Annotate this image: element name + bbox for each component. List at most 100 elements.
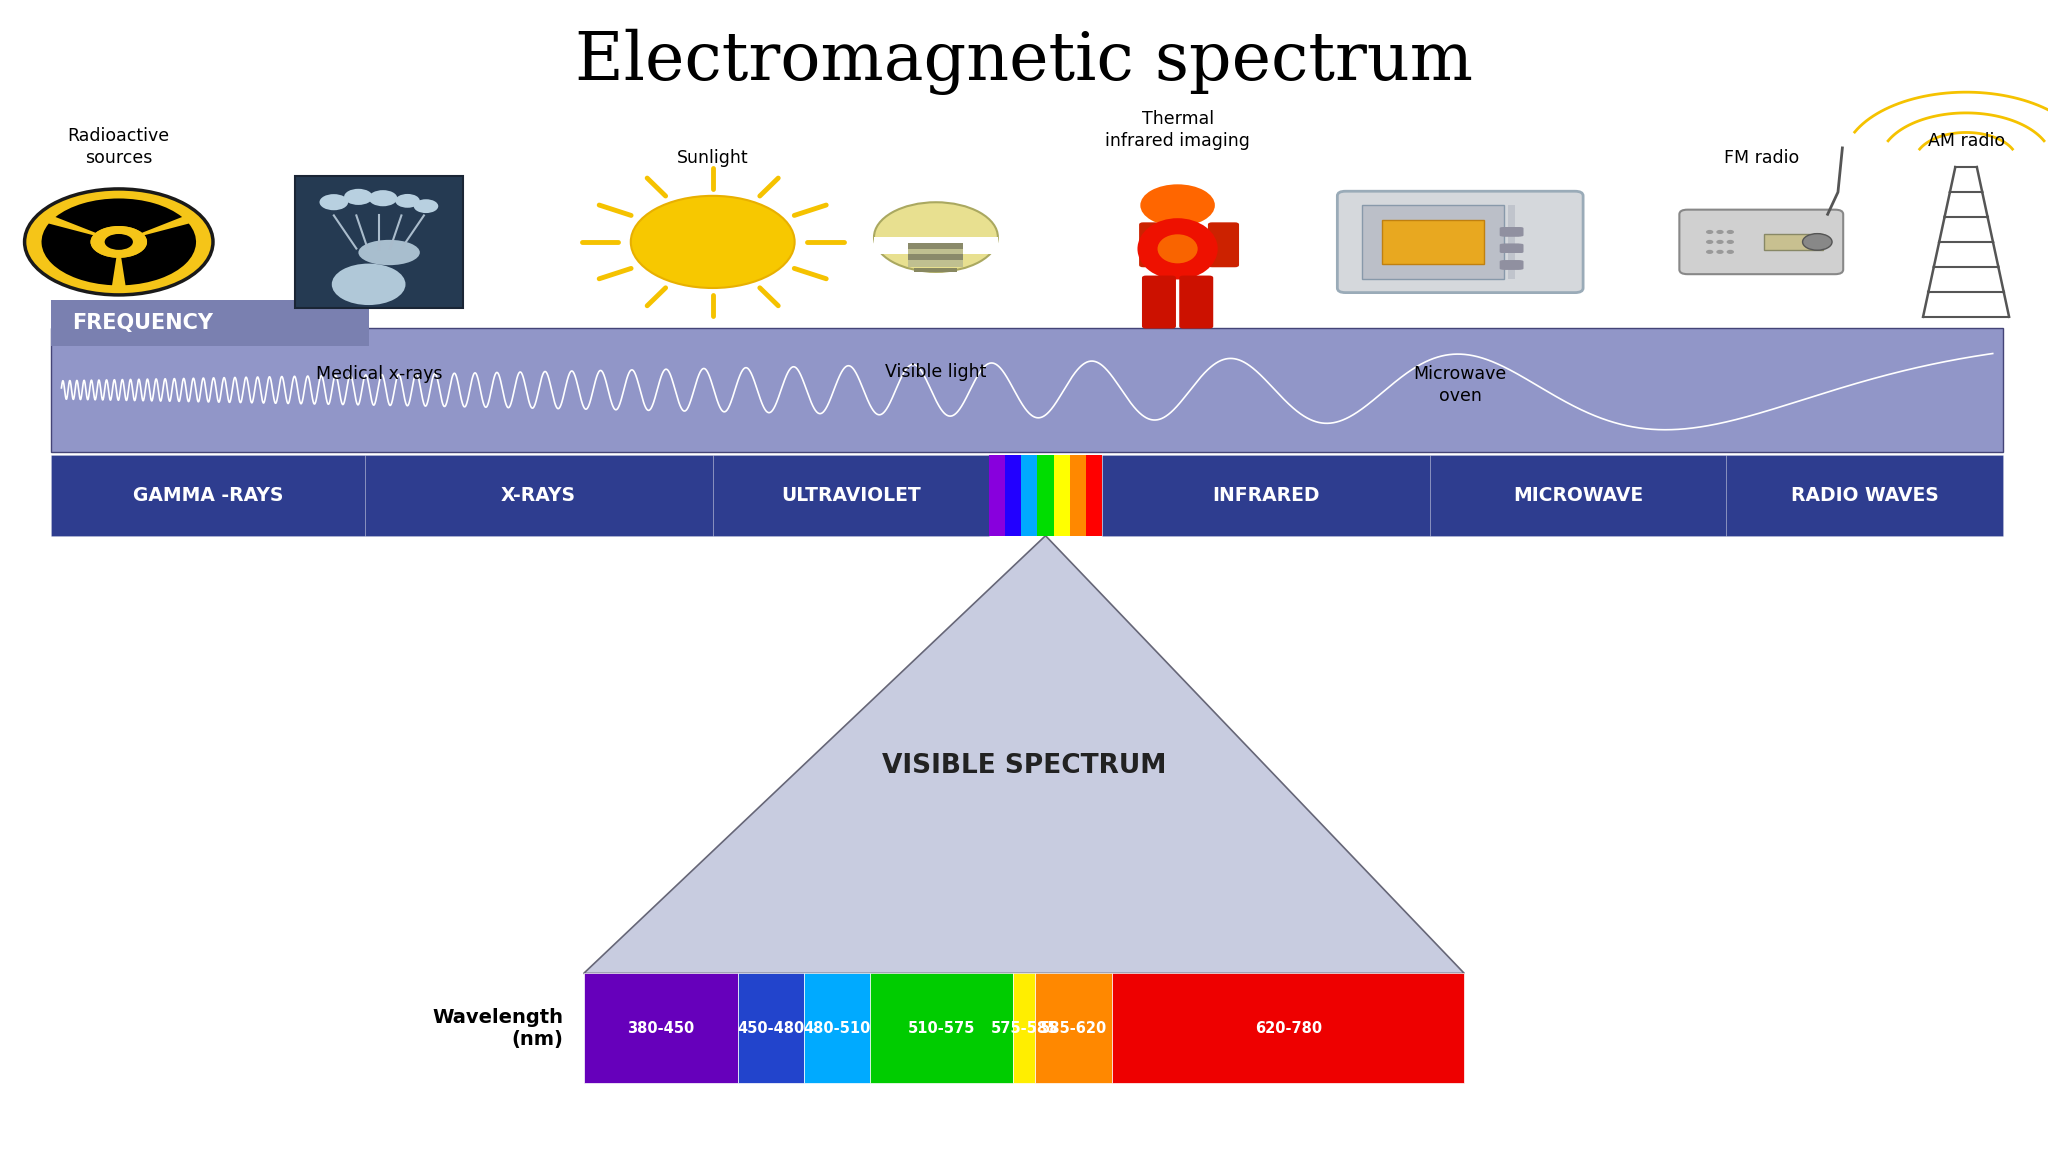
FancyBboxPatch shape (1503, 227, 1524, 236)
Text: RADIO WAVES: RADIO WAVES (1790, 486, 1939, 505)
Text: X-RAYS: X-RAYS (502, 486, 575, 505)
Text: Electromagnetic spectrum: Electromagnetic spectrum (575, 29, 1473, 96)
Circle shape (631, 196, 795, 288)
Polygon shape (584, 536, 1464, 973)
Circle shape (1802, 234, 1833, 250)
Circle shape (1726, 240, 1735, 244)
FancyBboxPatch shape (1069, 455, 1085, 536)
Circle shape (1141, 184, 1214, 226)
Text: GAMMA -RAYS: GAMMA -RAYS (133, 486, 283, 505)
Text: Medical x-rays: Medical x-rays (315, 365, 442, 384)
FancyBboxPatch shape (1143, 275, 1176, 328)
FancyBboxPatch shape (1362, 205, 1503, 279)
Text: 575-585: 575-585 (991, 1021, 1057, 1036)
FancyBboxPatch shape (365, 455, 713, 536)
Text: FM radio: FM radio (1724, 149, 1798, 167)
Circle shape (1706, 240, 1714, 244)
Circle shape (1706, 250, 1714, 253)
FancyBboxPatch shape (1430, 455, 1726, 536)
Text: 480-510: 480-510 (803, 1021, 870, 1036)
FancyBboxPatch shape (584, 973, 737, 1083)
FancyBboxPatch shape (1014, 973, 1034, 1083)
Text: Visible light: Visible light (885, 363, 987, 381)
Text: 620-780: 620-780 (1255, 1021, 1321, 1036)
FancyBboxPatch shape (1053, 455, 1069, 536)
Circle shape (90, 226, 147, 258)
FancyBboxPatch shape (1139, 222, 1169, 267)
Circle shape (102, 233, 135, 251)
FancyBboxPatch shape (870, 973, 1014, 1083)
FancyBboxPatch shape (51, 455, 365, 536)
FancyBboxPatch shape (737, 973, 803, 1083)
FancyBboxPatch shape (51, 300, 369, 346)
Circle shape (874, 203, 997, 272)
Circle shape (414, 199, 438, 213)
Circle shape (25, 189, 213, 295)
Text: 450-480: 450-480 (737, 1021, 805, 1036)
FancyBboxPatch shape (1022, 455, 1038, 536)
FancyBboxPatch shape (803, 973, 870, 1083)
FancyBboxPatch shape (1180, 275, 1212, 328)
FancyBboxPatch shape (913, 267, 958, 272)
Circle shape (369, 190, 397, 206)
FancyBboxPatch shape (1102, 455, 1430, 536)
Text: INFRARED: INFRARED (1212, 486, 1319, 505)
Wedge shape (41, 223, 117, 286)
FancyBboxPatch shape (1208, 222, 1239, 267)
FancyBboxPatch shape (1499, 260, 1520, 270)
FancyBboxPatch shape (1038, 455, 1053, 536)
FancyBboxPatch shape (989, 455, 1006, 536)
Circle shape (395, 194, 420, 207)
Text: Wavelength
(nm): Wavelength (nm) (432, 1008, 563, 1048)
Circle shape (1726, 250, 1735, 253)
FancyBboxPatch shape (909, 249, 963, 255)
FancyBboxPatch shape (1382, 220, 1485, 264)
FancyBboxPatch shape (1763, 234, 1823, 250)
FancyBboxPatch shape (1006, 455, 1022, 536)
FancyBboxPatch shape (1501, 260, 1522, 270)
FancyBboxPatch shape (1499, 227, 1520, 236)
Text: Radioactive
sources: Radioactive sources (68, 127, 170, 167)
FancyBboxPatch shape (1501, 244, 1522, 253)
Text: 585-620: 585-620 (1040, 1021, 1108, 1036)
Circle shape (1726, 230, 1735, 234)
Circle shape (319, 194, 348, 210)
FancyBboxPatch shape (713, 455, 989, 536)
Circle shape (1716, 240, 1724, 244)
Text: Microwave
oven: Microwave oven (1413, 365, 1507, 406)
FancyBboxPatch shape (874, 237, 997, 253)
Text: 510-575: 510-575 (907, 1021, 975, 1036)
FancyBboxPatch shape (1726, 455, 2003, 536)
FancyBboxPatch shape (295, 175, 463, 308)
FancyBboxPatch shape (1085, 455, 1102, 536)
Wedge shape (121, 223, 197, 286)
FancyBboxPatch shape (1503, 244, 1524, 253)
Circle shape (344, 189, 373, 205)
Circle shape (1716, 250, 1724, 253)
Circle shape (1716, 230, 1724, 234)
FancyBboxPatch shape (51, 328, 2003, 452)
Text: Sunlight: Sunlight (678, 149, 748, 167)
Circle shape (104, 234, 133, 250)
Circle shape (1706, 230, 1714, 234)
Text: FREQUENCY: FREQUENCY (72, 312, 213, 333)
FancyBboxPatch shape (909, 260, 963, 266)
FancyBboxPatch shape (1034, 973, 1112, 1083)
Text: MICROWAVE: MICROWAVE (1513, 486, 1642, 505)
Text: VISIBLE SPECTRUM: VISIBLE SPECTRUM (883, 753, 1165, 779)
Text: Thermal
infrared imaging: Thermal infrared imaging (1106, 109, 1249, 150)
FancyBboxPatch shape (1507, 205, 1516, 279)
FancyBboxPatch shape (1501, 227, 1522, 236)
FancyBboxPatch shape (909, 243, 963, 249)
Ellipse shape (358, 240, 420, 265)
Wedge shape (55, 198, 182, 233)
FancyBboxPatch shape (1679, 210, 1843, 274)
Circle shape (332, 264, 406, 305)
FancyBboxPatch shape (909, 255, 963, 260)
Text: ULTRAVIOLET: ULTRAVIOLET (780, 486, 922, 505)
Text: 380-450: 380-450 (627, 1021, 694, 1036)
Text: AM radio: AM radio (1927, 131, 2005, 150)
Ellipse shape (1137, 218, 1219, 280)
FancyBboxPatch shape (1499, 244, 1520, 253)
Ellipse shape (1157, 234, 1198, 264)
